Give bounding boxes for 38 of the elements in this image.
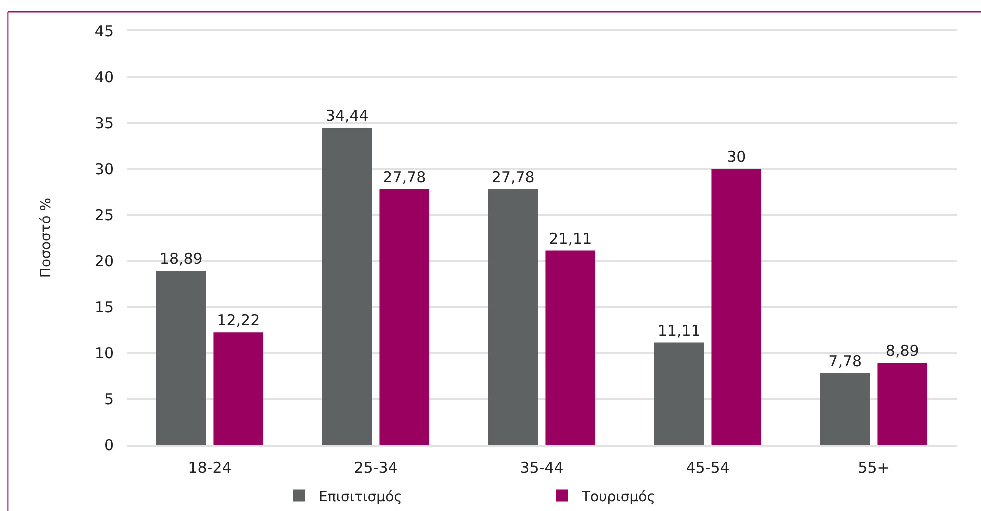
y-tick-label: 15 <box>94 298 114 316</box>
legend-label: Επισιτισμός <box>319 489 402 506</box>
y-tick-label: 10 <box>94 344 114 362</box>
x-tick-label: 25-34 <box>354 459 398 477</box>
bar <box>820 373 870 445</box>
y-tick-label: 20 <box>94 252 114 270</box>
y-tick-label: 40 <box>94 68 114 86</box>
x-tick-label: 55+ <box>858 459 890 477</box>
legend-label: Τουρισμός <box>581 489 656 506</box>
y-tick-label: 30 <box>94 160 114 178</box>
bar <box>878 363 928 445</box>
bar <box>156 271 206 445</box>
bar <box>380 189 430 445</box>
data-label: 8,89 <box>886 342 920 360</box>
data-label: 30 <box>727 148 746 166</box>
bar <box>488 189 538 445</box>
y-tick-label: 5 <box>104 390 114 408</box>
x-tick-label: 18-24 <box>188 459 232 477</box>
data-label: 18,89 <box>160 250 203 268</box>
y-tick-label: 45 <box>94 22 114 40</box>
data-label: 34,44 <box>326 107 369 126</box>
bar <box>712 169 762 445</box>
y-tick-label: 0 <box>104 436 114 454</box>
data-label: 27,78 <box>383 168 426 186</box>
y-tick-label: 25 <box>94 206 114 224</box>
bar <box>214 332 264 445</box>
data-label: 27,78 <box>492 168 535 186</box>
data-label: 12,22 <box>217 312 260 330</box>
y-axis-title: Ποσοστό % <box>38 198 55 278</box>
data-label: 11,11 <box>658 322 701 340</box>
bar <box>546 250 596 445</box>
data-label: 21,11 <box>549 230 592 248</box>
bar <box>654 342 704 445</box>
x-tick-label: 35-44 <box>520 459 564 477</box>
x-tick-label: 45-54 <box>686 459 730 477</box>
data-label: 7,78 <box>828 352 862 370</box>
bar <box>322 128 372 445</box>
y-tick-label: 35 <box>94 114 114 132</box>
